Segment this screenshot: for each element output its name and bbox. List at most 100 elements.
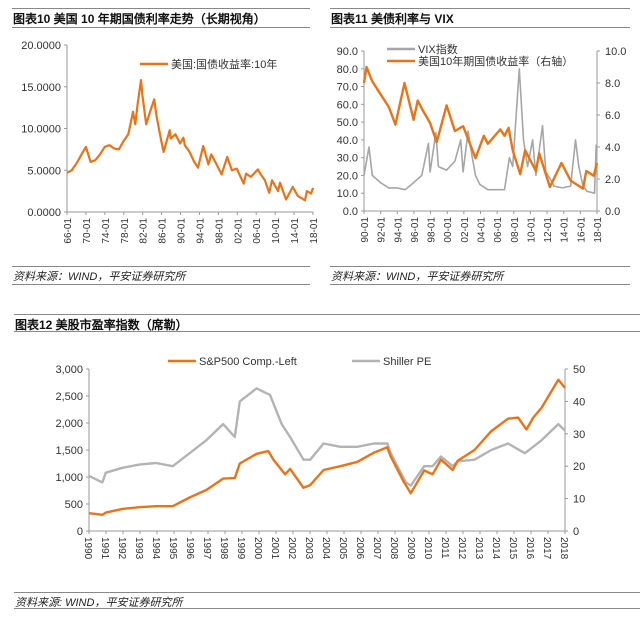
y-tick-label: 0.0 xyxy=(343,206,358,218)
x-tick-label: 14-01 xyxy=(560,217,571,243)
x-tick-label: 94-01 xyxy=(393,217,404,243)
source-rule-top xyxy=(14,592,640,593)
y-tick-label: 15.0000 xyxy=(21,82,61,94)
y-tick-label: 90.0 xyxy=(337,46,358,58)
source-rule-bottom xyxy=(330,284,630,285)
y-tick-label: 70.0 xyxy=(337,82,358,94)
x-tick-label: 2016 xyxy=(524,537,535,560)
x-tick-label: 2004 xyxy=(320,537,331,560)
x-tick-label: 1996 xyxy=(184,537,195,560)
x-tick-label: 2002 xyxy=(286,537,297,560)
x-tick-label: 04-01 xyxy=(477,217,488,243)
x-tick-label: 92-01 xyxy=(377,217,388,243)
series-line-0 xyxy=(363,68,598,194)
y-tick-label: 1,500 xyxy=(55,445,83,457)
x-tick-label: 00-01 xyxy=(443,217,454,243)
y-tick-label: 10.0000 xyxy=(21,124,61,136)
x-tick-label: 1991 xyxy=(99,537,110,560)
legend-label: 美国10年期国债收益率（右轴） xyxy=(418,54,573,68)
x-tick-label: 2005 xyxy=(337,537,348,560)
y-tick-label: 3,000 xyxy=(55,364,83,376)
x-tick-label: 1992 xyxy=(116,537,127,560)
y-tick-label: 50.0 xyxy=(337,117,358,129)
x-tick-label: 96-01 xyxy=(410,217,421,243)
y-tick-label: 5.0000 xyxy=(27,165,61,177)
x-tick-label: 10-01 xyxy=(271,218,282,244)
x-tick-label: 16-01 xyxy=(576,217,587,243)
y-tick-label: 80.0 xyxy=(337,64,358,76)
chart11-source: 资料来源：WIND，平安证券研究所 xyxy=(331,271,504,283)
x-tick-label: 2014 xyxy=(490,537,501,560)
chart10-source: 资料来源：WIND，平安证券研究所 xyxy=(13,271,186,283)
x-tick-label: 2009 xyxy=(405,537,416,560)
x-tick-label: 86-01 xyxy=(158,218,169,244)
x-tick-label: 2011 xyxy=(439,537,450,559)
x-tick-label: 08-01 xyxy=(510,217,521,243)
y-tick-label: 2,500 xyxy=(55,391,83,403)
title-rule-top xyxy=(14,314,640,315)
x-tick-label: 02-01 xyxy=(460,217,471,243)
series-line-1 xyxy=(88,378,566,516)
x-tick-label: 2017 xyxy=(541,537,552,560)
x-tick-label: 06-01 xyxy=(252,218,263,244)
x-tick-label: 2008 xyxy=(388,537,399,560)
legend-label: S&P500 Comp.-Left xyxy=(199,356,297,368)
x-tick-label: 10-01 xyxy=(526,217,537,243)
y-tick-label: 0.0000 xyxy=(27,207,61,219)
x-tick-label: 98-01 xyxy=(214,218,225,244)
title-rule-top xyxy=(330,8,630,9)
y-tick-label: 20.0 xyxy=(337,170,358,182)
x-tick-label: 66-01 xyxy=(63,218,74,244)
chart12-title: 图表12 美股市盈率指数（席勒） xyxy=(15,318,188,332)
x-tick-label: 02-01 xyxy=(233,218,244,244)
y2-tick-label: 30 xyxy=(573,429,585,441)
x-tick-label: 82-01 xyxy=(139,218,150,244)
x-tick-label: 2003 xyxy=(303,537,314,560)
x-tick-label: 2006 xyxy=(354,537,365,560)
source-rule-bottom xyxy=(14,608,640,609)
series-line-0 xyxy=(88,387,566,487)
y-tick-label: 40.0 xyxy=(337,135,358,147)
y-tick-label: 10.0 xyxy=(337,188,358,200)
x-tick-label: 94-01 xyxy=(195,218,206,244)
title-rule-top xyxy=(12,8,310,9)
y2-tick-label: 2.0 xyxy=(605,174,620,186)
x-tick-label: 14-01 xyxy=(290,218,301,244)
y2-tick-label: 6.0 xyxy=(605,110,620,122)
x-tick-label: 1993 xyxy=(133,537,144,560)
y2-tick-label: 10 xyxy=(573,494,585,506)
title-rule-bottom xyxy=(12,27,310,28)
x-tick-label: 18-01 xyxy=(593,217,604,243)
x-tick-label: 2015 xyxy=(507,537,518,560)
x-tick-label: 2000 xyxy=(252,537,263,560)
y2-tick-label: 40 xyxy=(573,396,585,408)
x-tick-label: 70-01 xyxy=(82,218,93,244)
x-tick-label: 1997 xyxy=(201,537,212,560)
x-tick-label: 1999 xyxy=(235,537,246,560)
title-rule-bottom xyxy=(330,27,630,28)
source-rule-top xyxy=(12,266,310,267)
x-tick-label: 2010 xyxy=(422,537,433,560)
y2-tick-label: 8.0 xyxy=(605,78,620,90)
y-tick-label: 30.0 xyxy=(337,153,358,165)
y-tick-label: 0 xyxy=(77,526,83,538)
x-tick-label: 2001 xyxy=(269,537,280,560)
x-tick-label: 78-01 xyxy=(120,218,131,244)
y2-tick-label: 0.0 xyxy=(605,206,620,218)
y2-tick-label: 20 xyxy=(573,461,585,473)
x-tick-label: 12-01 xyxy=(543,217,554,243)
x-tick-label: 1994 xyxy=(150,537,161,560)
y-tick-label: 1,000 xyxy=(55,472,83,484)
legend-label: Shiller PE xyxy=(383,356,431,368)
x-tick-label: 2018 xyxy=(558,537,569,560)
y2-tick-label: 0 xyxy=(573,526,579,538)
y2-tick-label: 50 xyxy=(573,364,585,376)
x-tick-label: 2013 xyxy=(473,537,484,560)
x-tick-label: 1990 xyxy=(82,537,93,560)
y-tick-label: 20.0000 xyxy=(21,40,61,52)
x-tick-label: 1998 xyxy=(218,537,229,560)
y2-tick-label: 10.0 xyxy=(605,46,626,58)
x-tick-label: 2007 xyxy=(371,537,382,560)
legend-label: 美国:国债收益率:10年 xyxy=(171,57,277,71)
